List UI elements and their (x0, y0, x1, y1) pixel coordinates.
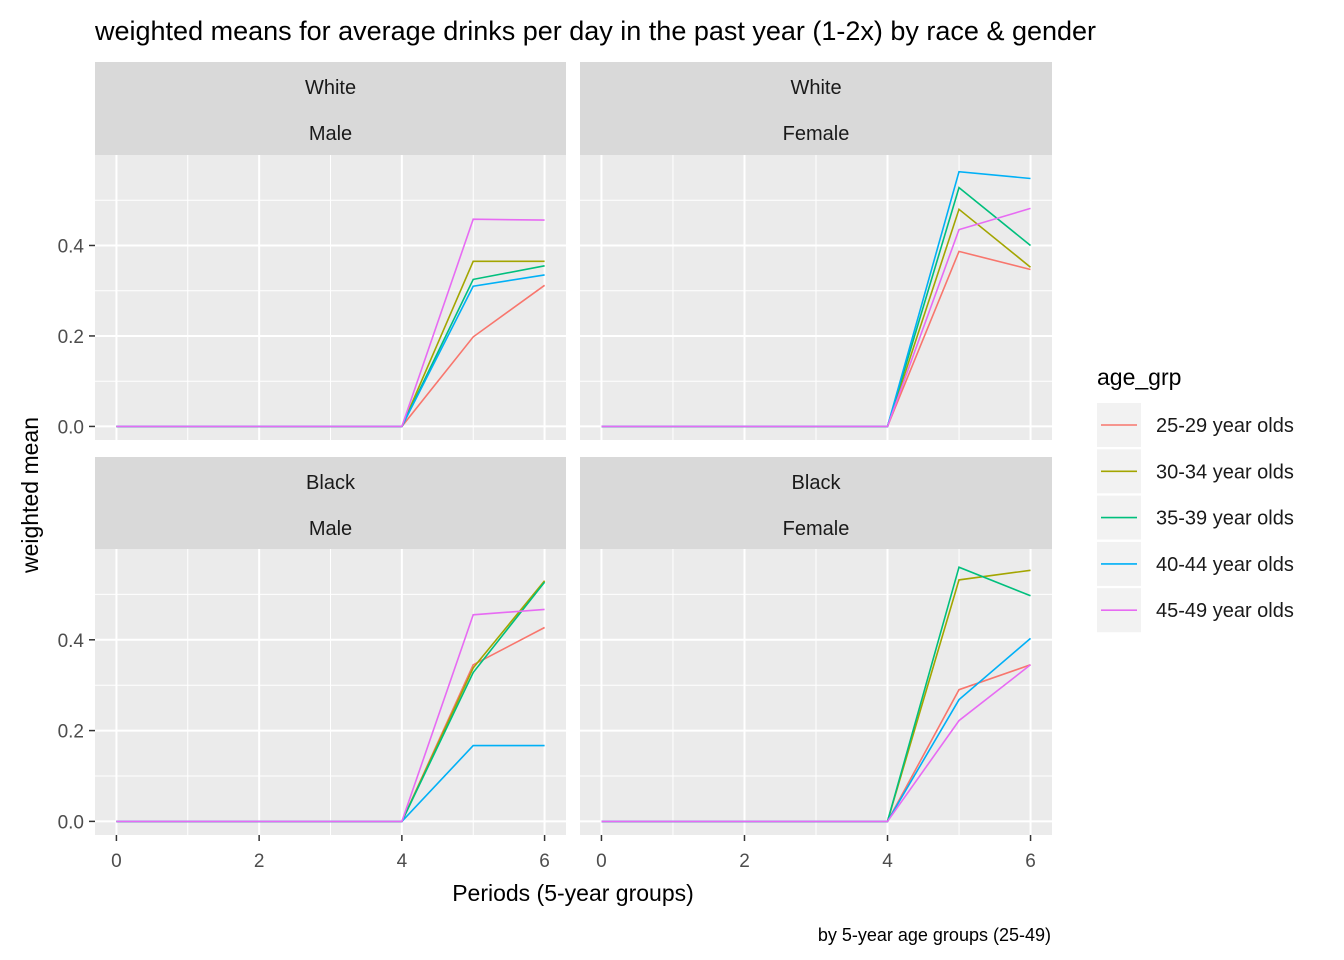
y-tick-label: 0.0 (58, 812, 84, 833)
legend: age_grp 25-29 year olds 30-34 year olds 35-… (1097, 364, 1294, 633)
chart-title: weighted means for average drinks per da… (94, 16, 1096, 46)
facet-label-gender: Female (783, 123, 850, 145)
facet-label-race: White (305, 77, 356, 99)
facet-label-race: Black (306, 472, 356, 494)
x-axis-label: Periods (5-year groups) (452, 880, 694, 906)
chart-caption: by 5-year age groups (25-49) (818, 925, 1051, 945)
facet-label-race: Black (792, 472, 842, 494)
panel-black-male: Black Male 0.0 0.2 0.4 0 2 4 6 (58, 457, 566, 872)
legend-entry-label: 45-49 year olds (1156, 600, 1294, 622)
x-tick-label: 4 (882, 851, 893, 872)
y-tick-label: 0.0 (58, 417, 84, 438)
facet-strip (95, 457, 566, 550)
panel-white-female: White Female (580, 62, 1052, 440)
series-line-45-49 (601, 207, 1031, 428)
legend-entry-label: 25-29 year olds (1156, 415, 1294, 437)
x-tick-label: 6 (1025, 851, 1036, 872)
legend-title: age_grp (1097, 364, 1181, 390)
series-line-45-49 (116, 608, 545, 823)
facet-strip (580, 62, 1052, 155)
y-axis-label: weighted mean (17, 417, 43, 574)
x-tick-label: 0 (596, 851, 607, 872)
series-line-45-49 (116, 218, 545, 428)
facet-label-gender: Male (309, 123, 352, 145)
legend-entry-label: 30-34 year olds (1156, 461, 1294, 483)
x-tick-label: 4 (397, 851, 408, 872)
panel-white-male: White Male 0.0 0.2 0.4 (58, 62, 566, 440)
panels-layer: White Male 0.0 0.2 0.4 White Female Black Male 0.… (58, 62, 1052, 872)
y-tick-label: 0.2 (58, 722, 84, 743)
facet-label-gender: Female (783, 518, 850, 540)
facet-strip (95, 62, 566, 155)
x-tick-label: 0 (111, 851, 122, 872)
legend-entry-label: 35-39 year olds (1156, 508, 1294, 530)
facet-label-race: White (790, 77, 841, 99)
y-tick-label: 0.4 (58, 631, 85, 652)
facet-strip (580, 457, 1052, 550)
series-line-45-49 (601, 664, 1031, 823)
x-tick-label: 6 (539, 851, 550, 872)
y-tick-label: 0.4 (58, 236, 85, 257)
y-tick-label: 0.2 (58, 327, 84, 348)
facet-label-gender: Male (309, 518, 352, 540)
x-tick-label: 2 (739, 851, 750, 872)
x-tick-label: 2 (254, 851, 265, 872)
panel-black-female: Black Female 0 2 4 6 (580, 457, 1052, 872)
legend-entry-label: 40-44 year olds (1156, 554, 1294, 576)
